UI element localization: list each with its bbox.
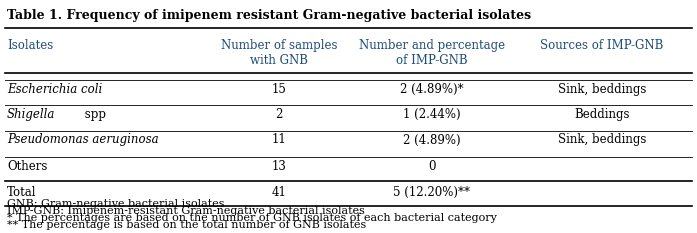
Text: Pseudomonas aeruginosa: Pseudomonas aeruginosa (7, 134, 159, 147)
Text: Table 1. Frequency of imipenem resistant Gram-negative bacterial isolates: Table 1. Frequency of imipenem resistant… (7, 10, 531, 22)
Text: Sources of IMP-GNB: Sources of IMP-GNB (540, 39, 664, 52)
Text: 2 (4.89%)*: 2 (4.89%)* (400, 83, 464, 96)
Text: Beddings: Beddings (574, 108, 629, 121)
Text: 15: 15 (272, 83, 286, 96)
Text: Shigella: Shigella (7, 108, 55, 121)
Text: * The percentages are based on the number of GNB isolates of each bacterial cate: * The percentages are based on the numbe… (7, 213, 497, 223)
Text: 11: 11 (272, 134, 286, 147)
Text: Escherichia coli: Escherichia coli (7, 83, 102, 96)
Text: Total: Total (7, 186, 36, 199)
Text: 2: 2 (275, 108, 283, 121)
Text: 41: 41 (272, 186, 286, 199)
Text: Number of samples
with GNB: Number of samples with GNB (221, 39, 337, 67)
Text: GNB: Gram-negative bacterial isolates: GNB: Gram-negative bacterial isolates (7, 199, 224, 209)
Text: 1 (2.44%): 1 (2.44%) (403, 108, 461, 121)
Text: Sink, beddings: Sink, beddings (558, 134, 646, 147)
Text: Number and percentage
of IMP-GNB: Number and percentage of IMP-GNB (359, 39, 505, 67)
Text: ** The percentage is based on the total number of GNB isolates: ** The percentage is based on the total … (7, 220, 366, 230)
Text: Sink, beddings: Sink, beddings (558, 83, 646, 96)
Text: 5 (12.20%)**: 5 (12.20%)** (393, 186, 470, 199)
Text: 2 (4.89%): 2 (4.89%) (403, 134, 461, 147)
Text: 0: 0 (428, 160, 436, 173)
Text: spp: spp (81, 108, 105, 121)
Text: IMP-GNB: Imipenem-resistant Gram-negative bacterial isolates: IMP-GNB: Imipenem-resistant Gram-negativ… (7, 206, 365, 216)
Text: 13: 13 (272, 160, 286, 173)
Text: Others: Others (7, 160, 47, 173)
Text: Isolates: Isolates (7, 39, 53, 52)
